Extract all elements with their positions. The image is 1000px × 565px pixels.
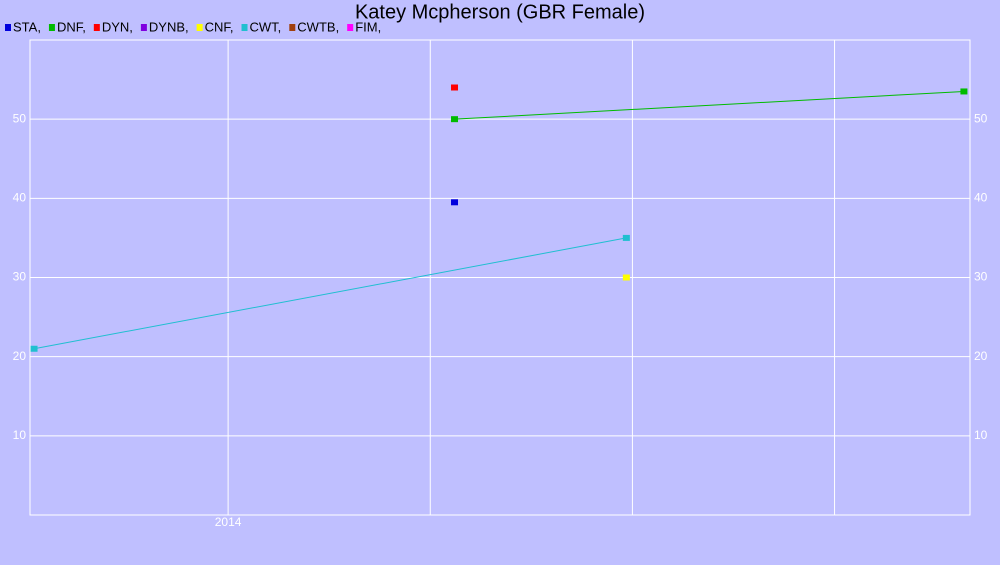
chart-title: Katey Mcpherson (GBR Female)	[355, 1, 645, 23]
point	[622, 234, 630, 241]
legend-label: STA,	[13, 19, 41, 34]
legend-swatch	[241, 24, 248, 31]
point	[960, 88, 968, 95]
y2-tick-label: 50	[974, 111, 988, 125]
legend-swatch	[347, 24, 354, 31]
legend-swatch	[5, 24, 11, 31]
y2-tick-label: 10	[974, 428, 988, 442]
legend-swatch	[93, 24, 100, 31]
y2-tick-label: 40	[974, 191, 988, 205]
legend-label: FIM,	[355, 19, 381, 34]
y2-tick-label: 20	[974, 349, 988, 363]
y-tick-label: 50	[13, 111, 27, 125]
point	[30, 345, 38, 352]
point	[451, 199, 459, 206]
y-tick-label: 30	[13, 270, 27, 284]
legend-swatch	[48, 24, 55, 31]
x-tick-label: 2014	[215, 515, 242, 529]
y-tick-label: 10	[13, 428, 27, 442]
y-tick-label: 20	[13, 349, 27, 363]
y-tick-label: 40	[13, 191, 27, 205]
y2-tick-label: 30	[974, 270, 988, 284]
legend-label: DYN,	[102, 19, 133, 34]
legend-label: CWT,	[250, 19, 282, 34]
legend-swatch	[140, 24, 147, 31]
legend-label: DNF,	[57, 19, 86, 34]
point	[622, 274, 630, 281]
legend-label: CWTB,	[297, 19, 339, 34]
legend-swatch	[289, 24, 296, 31]
legend-label: DYNB,	[149, 19, 189, 34]
series-line	[33, 237, 627, 350]
legend-label: CNF,	[205, 19, 234, 34]
series-line	[454, 90, 964, 120]
point	[451, 84, 459, 91]
legend-swatch	[196, 24, 203, 31]
point	[451, 116, 459, 123]
